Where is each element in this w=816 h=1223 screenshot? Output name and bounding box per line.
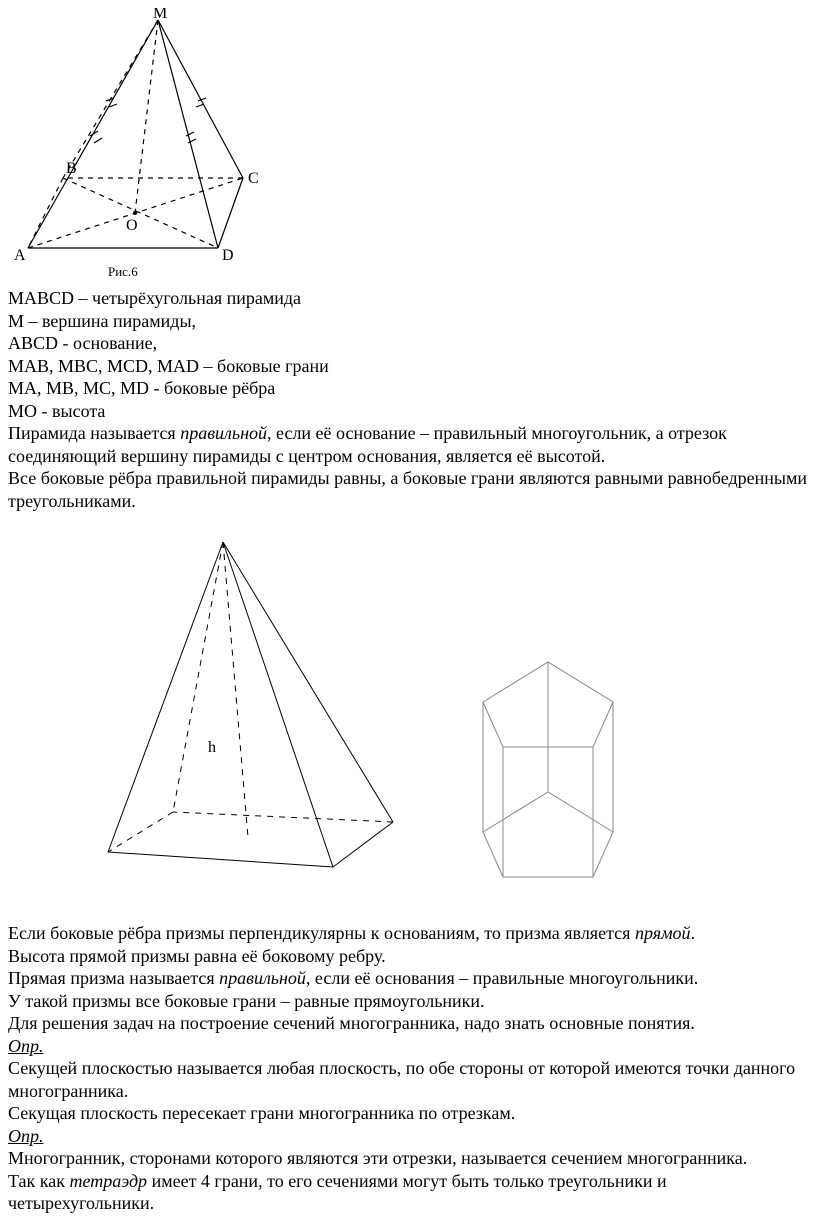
p-edges: МА, МВ, МС, МD - боковые рёбра xyxy=(8,377,808,400)
pyramid-labeled-figure: M A D C B O Рис.6 xyxy=(8,8,268,283)
p-mabcd: МАВСD – четырёхугольная пирамида xyxy=(8,287,808,310)
p-base: АВСD - основание, xyxy=(8,332,808,355)
pyramid-height-figure: h xyxy=(88,532,408,892)
p-prism-faces: У такой призмы все боковые грани – равны… xyxy=(8,990,808,1013)
p-def-1: Опр. xyxy=(8,1035,808,1058)
label-O: O xyxy=(126,217,138,234)
p-regular: Пирамида называется правильной, если её … xyxy=(8,422,808,467)
fig1-caption: Рис.6 xyxy=(108,264,138,279)
p-def-2: Опр. xyxy=(8,1125,808,1148)
label-B: B xyxy=(66,160,77,177)
p-section-def: Многогранник, сторонами которого являютс… xyxy=(8,1147,808,1170)
label-C: C xyxy=(248,170,259,187)
p-apex: М – вершина пирамиды, xyxy=(8,310,808,333)
p-prism-height: Высота прямой призмы равна её боковому р… xyxy=(8,945,808,968)
label-h: h xyxy=(208,739,216,756)
p-sections-intro: Для решения задач на построение сечений … xyxy=(8,1012,808,1035)
label-D: D xyxy=(222,247,234,264)
p-equal: Все боковые рёбра правильной пирамиды ра… xyxy=(8,467,808,512)
p-prism-regular: Прямая призма называется правильной, есл… xyxy=(8,967,808,990)
p-secant-edges: Секущая плоскость пересекает грани много… xyxy=(8,1102,808,1125)
p-faces: МАВ, МВС, МСD, МАD – боковые грани xyxy=(8,355,808,378)
p-tetra: Так как тетраэдр имеет 4 грани, то его с… xyxy=(8,1170,808,1215)
pentagonal-prism-figure xyxy=(448,632,648,892)
label-M: M xyxy=(153,8,167,22)
label-A: A xyxy=(14,247,26,264)
p-secant-plane: Секущей плоскостью называется любая плос… xyxy=(8,1057,808,1102)
p-prism-perp: Если боковые рёбра призмы перпендикулярн… xyxy=(8,922,808,945)
figure-row: h xyxy=(88,532,808,892)
p-height: МО - высота xyxy=(8,400,808,423)
